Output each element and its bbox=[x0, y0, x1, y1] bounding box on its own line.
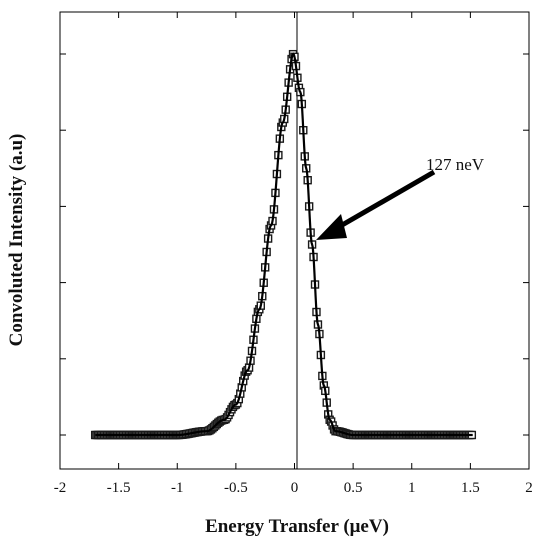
x-axis-title: Energy Transfer (μeV) bbox=[205, 516, 389, 537]
x-tick-label: -1.5 bbox=[107, 480, 131, 496]
arrow-head bbox=[316, 214, 347, 240]
x-axis-ticks bbox=[59, 12, 530, 469]
fit-line bbox=[95, 52, 473, 437]
x-tick-label: -2 bbox=[54, 480, 67, 496]
x-tick-label: 2 bbox=[525, 480, 533, 496]
x-tick-label: 1.5 bbox=[461, 480, 480, 496]
x-tick-label: -0.5 bbox=[224, 480, 248, 496]
x-axis-tick-labels: -2 -1.5 -1 -0.5 0 0.5 1 1.5 2 bbox=[54, 480, 533, 496]
annotation-text: 127 neV bbox=[426, 155, 485, 174]
x-tick-label: -1 bbox=[171, 480, 184, 496]
x-tick-label: 1 bbox=[408, 480, 416, 496]
fit-line-group bbox=[95, 52, 473, 437]
arrow-shaft bbox=[328, 169, 436, 235]
x-tick-label: 0 bbox=[291, 480, 299, 496]
data-series bbox=[90, 49, 477, 440]
y-axis-title: Convoluted Intensity (a.u) bbox=[6, 134, 27, 347]
y-axis-ticks bbox=[60, 53, 529, 436]
x-tick-label: 0.5 bbox=[344, 480, 363, 496]
annotation-arrow bbox=[316, 169, 436, 240]
